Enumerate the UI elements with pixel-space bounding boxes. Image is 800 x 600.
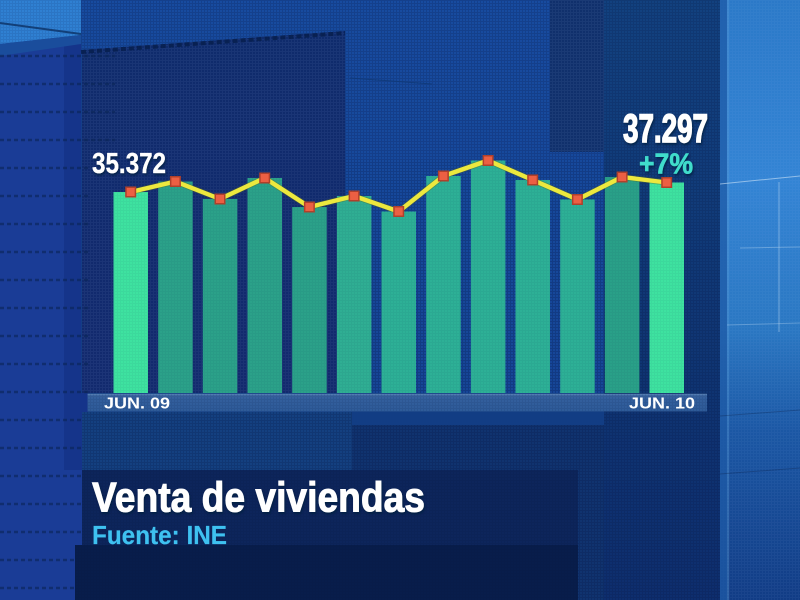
svg-text:35.372: 35.372 bbox=[92, 148, 166, 180]
svg-text:37.297: 37.297 bbox=[623, 107, 708, 151]
svg-text:JUN. 09: JUN. 09 bbox=[104, 396, 170, 413]
svg-text:JUN. 10: JUN. 10 bbox=[629, 396, 695, 413]
svg-text:Fuente: INE: Fuente: INE bbox=[92, 520, 227, 550]
svg-text:+7%: +7% bbox=[639, 149, 693, 181]
svg-text:Venta de viviendas: Venta de viviendas bbox=[92, 474, 425, 521]
